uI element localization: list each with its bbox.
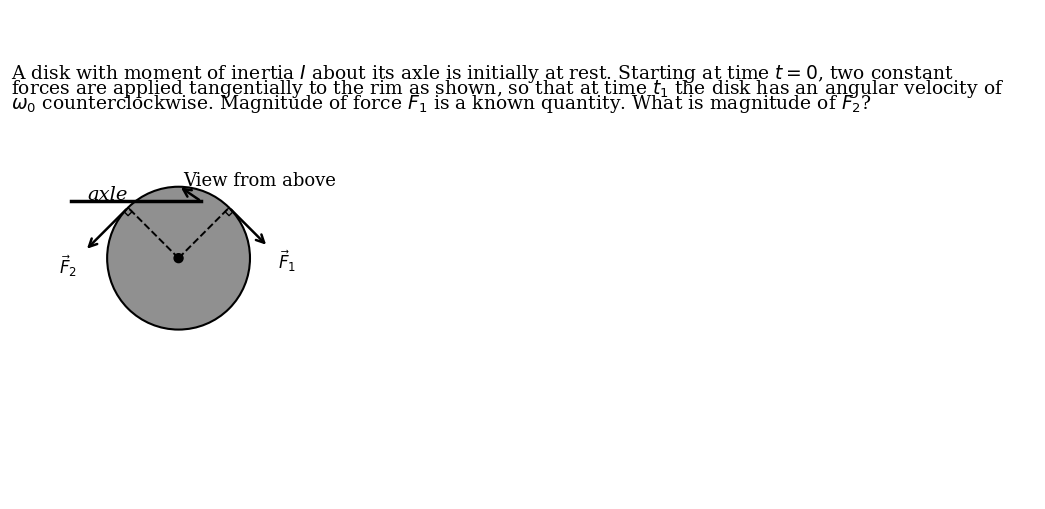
Text: axle: axle	[87, 186, 127, 204]
Text: $\vec{F}_2$: $\vec{F}_2$	[59, 254, 77, 279]
Text: $\omega_0$ counterclockwise. Magnitude of force $F_1$ is a known quantity. What : $\omega_0$ counterclockwise. Magnitude o…	[11, 93, 873, 115]
Circle shape	[108, 187, 250, 329]
Circle shape	[175, 253, 183, 263]
Text: View from above: View from above	[183, 172, 336, 190]
Text: forces are applied tangentially to the rim as shown, so that at time $t_1$ the d: forces are applied tangentially to the r…	[11, 78, 1004, 100]
Text: $\vec{F}_1$: $\vec{F}_1$	[278, 248, 296, 274]
Text: A disk with moment of inertia $I$ about its axle is initially at rest. Starting : A disk with moment of inertia $I$ about …	[11, 63, 954, 86]
